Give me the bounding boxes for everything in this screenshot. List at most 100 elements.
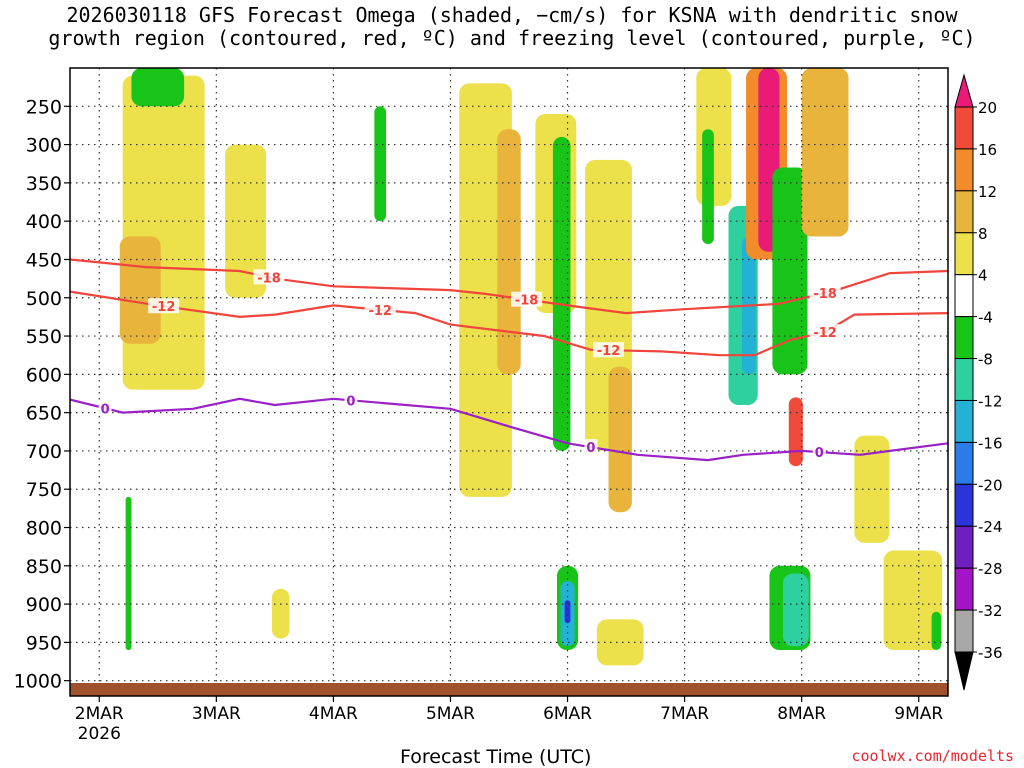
colorbar-segment [954,483,974,527]
omega-patch [788,397,803,467]
plot-frame [69,67,949,697]
y-tick-label: 600 [26,364,62,386]
contour-label-bg [253,269,285,285]
colorbar-label: -4 [978,309,993,327]
colorbar-label: -28 [978,560,1003,578]
omega-patch [497,129,521,375]
colorbar-label: -32 [978,602,1003,620]
y-tick-label: 900 [26,594,62,616]
x-tick-label: 7MAR [660,704,709,724]
colorbar-segment [954,399,974,443]
colorbar: 20 16 12 8 4 -4 -8 -12 -16 -20 -24 -28 -32 -36 [954,73,1003,691]
y-tick-label: 350 [26,173,62,195]
contour-label-bg [593,342,625,358]
colorbar-label: 12 [978,183,997,201]
x-axis: 2MAR 3MAR 4MAR 5MAR 6MAR 7MAR 8MAR 9MAR 2026 [75,696,943,744]
contour-label-bg [344,392,358,408]
x-tick-label: 5MAR [426,704,475,724]
contour-label-bg [98,400,112,416]
x-tick-label: 9MAR [894,704,943,724]
omega-patch [564,600,571,624]
contour-line [70,290,948,357]
temperature-contours: -18 -18 -18 -12 -12 -12 -12 0 0 0 0 [70,258,948,462]
colorbar-segment [954,316,974,360]
omega-patch [883,550,943,651]
contour-label-bg [364,301,396,317]
contour-label-bg [584,439,598,455]
omega-patch [931,611,941,651]
title-line-2: growth region (contoured, red, ºC) and f… [48,26,976,50]
y-tick-label: 950 [26,632,62,654]
omega-patch [131,68,185,107]
colorbar-segment [954,148,974,192]
colorbar-segment [954,441,974,485]
omega-patch [854,435,890,543]
ground-band [70,682,948,696]
contour-label-bg [812,444,826,460]
omega-patch [801,68,849,237]
x-tick-label: 4MAR [309,704,358,724]
colorbar-segment [954,274,974,318]
grid-lines [70,68,948,696]
contour-label: -18 [813,287,837,302]
colorbar-segment [954,567,974,611]
x-tick-label: 8MAR [777,704,826,724]
contour-label: -12 [597,344,621,359]
contour-label: -18 [515,294,539,309]
colorbar-segment [954,106,974,150]
y-tick-label: 700 [26,441,62,463]
credit-link[interactable]: coolwx.com/modelts [851,747,1014,765]
colorbar-segment [954,358,974,401]
x-tick-label: 6MAR [543,704,592,724]
x-tick-label: 3MAR [192,704,241,724]
contour-label: -12 [152,300,176,315]
y-tick-label: 450 [26,249,62,271]
colorbar-label: -16 [978,434,1003,452]
colorbar-label: -24 [978,518,1003,536]
omega-patch [552,136,571,451]
y-tick-label: 500 [26,288,62,310]
omega-patch [125,496,132,651]
contour-line [70,397,948,462]
omega-patch [608,366,632,513]
y-tick-label: 550 [26,326,62,348]
y-tick-label: 400 [26,211,62,233]
contour-label-bg [511,291,543,307]
omega-patch [772,167,808,375]
x-tick-label: 2MAR [75,704,124,724]
contour-label-bg [809,284,841,300]
omega-patch [119,236,161,344]
y-tick-label: 850 [26,556,62,578]
contour-label: -12 [813,326,837,341]
y-tick-label: 650 [26,403,62,425]
x-year-label: 2026 [78,724,121,744]
contour-label: 0 [346,394,355,409]
colorbar-segment [954,609,974,653]
colorbar-label: 4 [978,267,988,285]
colorbar-label: 16 [978,141,997,159]
y-tick-label: 800 [26,518,62,540]
contour-label-bg [809,324,841,340]
colorbar-label: -8 [978,351,993,369]
colorbar-label: -12 [978,392,1003,410]
colorbar-segment [954,525,974,569]
colorbar-arrow-top [954,73,974,108]
y-tick-label: 250 [26,96,62,118]
y-tick-label: 1000 [14,671,62,693]
contour-label: -18 [257,271,281,286]
x-axis-label: Forecast Time (UTC) [400,746,592,768]
omega-shading [119,68,943,666]
omega-patch [374,106,387,222]
colorbar-label: 8 [978,225,988,243]
contour-label: 0 [101,402,110,417]
colorbar-label: 20 [978,99,997,117]
colorbar-segment [954,232,974,276]
y-axis: 250 300 350 400 450 500 550 600 650 700 750 800 850 9… [14,96,70,693]
y-tick-label: 750 [26,479,62,501]
colorbar-segment [954,190,974,234]
omega-patch [225,144,267,298]
omega-patch [702,129,714,245]
y-tick-label: 300 [26,135,62,157]
title-line-1: 2026030118 GFS Forecast Omega (shaded, −… [66,3,958,27]
